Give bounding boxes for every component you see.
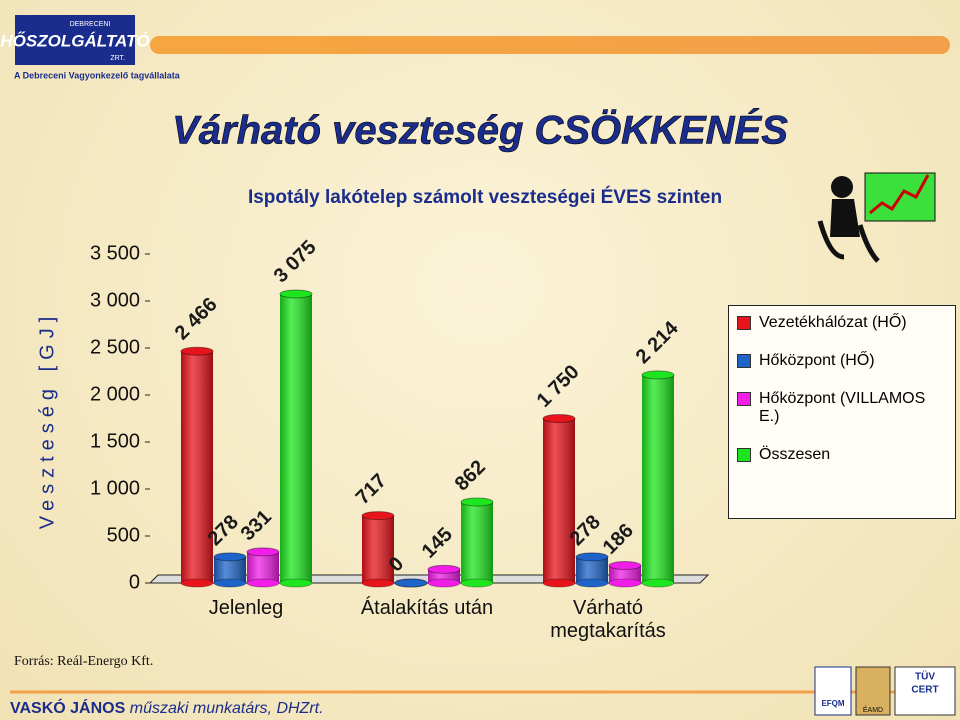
chart-subtitle: Ispotály lakótelep számolt veszteségei É… [248,186,722,208]
bar-base [427,578,461,588]
bar-shade [280,293,312,583]
bar-shade [461,501,493,583]
value-label: 717 [352,470,391,509]
legend-item: Vezetékhálózat (HŐ) [737,314,947,332]
bar-top [246,547,280,557]
badge-text: CERT [911,685,938,696]
value-label: 186 [599,520,638,559]
badge-text: ÉAMD [863,705,883,714]
y-tick-label: 1 500 [90,430,140,452]
bar-top [575,552,609,562]
logo-top: DEBRECENI [70,21,111,28]
legend-label: Hőközpont (HŐ) [759,352,875,369]
bar-shade [181,351,213,583]
legend-swatch [737,448,751,462]
bar-top [361,511,395,521]
badge-text: TÜV [915,670,935,683]
bar-base [575,578,609,588]
value-label: 862 [451,456,490,495]
bar-shade [247,551,279,583]
value-label: 2 466 [171,294,222,345]
value-label: 331 [237,506,276,545]
legend: Vezetékhálózat (HŐ) Hőközpont (HŐ) Hőközpo… [728,305,956,519]
legend-item: Hőközpont (VILLAMOS E.) [737,390,947,426]
bar-top [180,346,214,356]
source-note: Forrás: Reál-Energo Kft. [14,654,153,669]
legend-item: Hőközpont (HŐ) [737,352,947,370]
header-bar [150,36,950,54]
y-tick-label: 1 000 [90,477,140,499]
y-tick-label: 3 500 [90,242,140,264]
bar-shade [609,565,641,583]
x-tick-label: Várható megtakarítás [550,597,666,642]
logo-name: HŐSZOLGÁLTATÓ [0,31,149,50]
logo-suffix: ZRT. [110,55,125,62]
legend-item: Összesen [737,446,947,464]
slide-title: Várható veszteség CSÖKKENÉS [172,108,788,153]
legend-label: Hőközpont (VILLAMOS E.) [759,390,926,425]
bar-shade [642,374,674,583]
legend-label: Vezetékhálózat (HŐ) [759,314,907,331]
legend-label: Összesen [759,446,831,463]
bar-shade [214,556,246,583]
bar-top [608,561,642,571]
bar-top [542,414,576,423]
y-tick-label: 2 500 [90,336,140,358]
badge-text: EFQM [821,699,844,708]
y-tick-label: 2 000 [90,383,140,405]
bar-base [213,578,247,588]
y-tick-label: 500 [107,524,140,546]
bar-shade [576,556,608,583]
footer-author: VASKÓ JÁNOS műszaki munkatárs, DHZrt. [10,698,324,717]
plot: 0 500 1 000 1 500 2 000 2 500 3 000 3 500 2 466 2… [90,236,710,593]
clipart [817,172,936,263]
y-tick-label: 0 [129,571,140,593]
bar-top [394,578,428,588]
badge [894,666,956,716]
bar-top [427,564,461,574]
bar-top [460,497,494,507]
bar-top [641,370,675,380]
bar-base [180,578,214,588]
value-label: 3 075 [270,236,321,287]
bar-base [460,578,494,588]
y-tick-label: 3 000 [90,289,140,311]
legend-swatch [737,392,751,406]
bar-top [213,552,247,562]
value-label: 2 214 [632,317,684,369]
value-label: 145 [418,523,457,562]
logo-tagline: A Debreceni Vagyonkezelő tagvállalata [14,70,181,80]
bar-shade [543,418,575,583]
bar-shade [362,515,394,583]
legend-swatch [737,316,751,330]
y-axis-label: Veszteség [GJ] [36,311,58,530]
bar-base [608,578,642,588]
bar-base [542,578,576,588]
bar-base [279,578,313,588]
bar-base [641,578,675,588]
badge [814,666,852,716]
x-tick-label: Jelenleg [208,597,284,619]
logo-block [15,15,135,65]
bar-base [246,578,280,588]
bar-base [361,578,395,588]
legend-swatch [737,354,751,368]
value-label: 1 750 [533,361,584,412]
x-tick-label: Átalakítás után [360,597,494,619]
badge [855,666,891,716]
bar-top [279,289,313,299]
